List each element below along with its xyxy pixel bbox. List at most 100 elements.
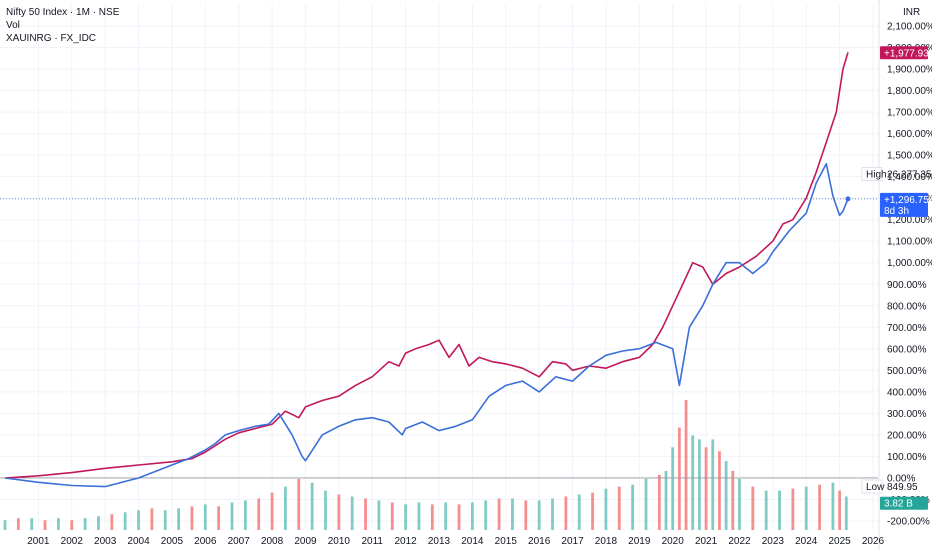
x-tick-label: 2001 — [27, 536, 50, 547]
volume-bar — [417, 502, 421, 530]
x-tick-label: 2009 — [294, 536, 317, 547]
low-marker: Low 849.95 — [861, 479, 918, 494]
y-tick-label: 200.00% — [887, 430, 927, 441]
volume-bar — [16, 518, 20, 530]
x-tick-label: 2017 — [561, 536, 584, 547]
y-tick-label: 1,400.00% — [887, 172, 932, 183]
grid-lines — [0, 4, 878, 530]
volume-bar — [243, 500, 247, 530]
volume-bar — [484, 500, 488, 530]
nifty-last-tag: +1,296.75%8d 3h — [880, 192, 932, 217]
gold-last-tag: +1,977.93% — [880, 46, 932, 60]
volume-bar — [57, 518, 60, 530]
x-tick-label: 2008 — [261, 536, 284, 547]
legend-compare[interactable]: XAUINRG · FX_IDC — [6, 33, 97, 44]
gold-series-line — [4, 52, 849, 479]
currency-label[interactable]: INR — [903, 7, 920, 18]
y-tick-label: 1,700.00% — [887, 108, 932, 119]
volume-bar — [3, 520, 7, 530]
x-tick-label: 2022 — [728, 536, 751, 547]
volume-bar — [337, 494, 341, 530]
volume-bar — [470, 502, 474, 530]
volume-bar — [284, 486, 287, 530]
x-tick-label: 2013 — [428, 536, 451, 547]
nifty-last-tag-bg — [880, 192, 928, 217]
legend-vol[interactable]: Vol — [6, 20, 20, 31]
volume-bar — [677, 427, 681, 530]
y-tick-label: 600.00% — [887, 344, 927, 355]
y-tick-label: 900.00% — [887, 280, 927, 291]
y-tick-label: 1,600.00% — [887, 129, 932, 140]
volume-bar — [444, 502, 448, 530]
volume-bar — [704, 447, 708, 530]
volume-bar — [631, 484, 635, 530]
x-tick-label: 2025 — [828, 536, 851, 547]
volume-bar — [718, 451, 721, 530]
volume-bar — [217, 506, 221, 530]
volume-bar — [110, 514, 114, 530]
legend-title[interactable]: Nifty 50 Index · 1M · NSE — [6, 7, 120, 18]
volume-bar — [150, 508, 154, 530]
y-tick-label: 2,100.00% — [887, 22, 932, 33]
x-tick-label: 2010 — [328, 536, 351, 547]
volume-bar — [657, 474, 661, 530]
x-tick-label: 2019 — [628, 536, 651, 547]
volume-bar — [270, 492, 274, 530]
volume-bar — [511, 498, 514, 530]
high-marker-value: 26,277.35 — [887, 170, 932, 181]
volume-bar — [684, 400, 688, 530]
nifty-last-point — [845, 196, 851, 202]
volume-bar — [831, 482, 835, 530]
volume-bar — [698, 439, 701, 530]
volume-bar — [497, 498, 501, 530]
x-tick-label: 2007 — [228, 536, 251, 547]
volume-bar — [324, 490, 327, 530]
volume-bar — [731, 470, 735, 530]
legend: Nifty 50 Index · 1M · NSE Vol XAUINRG · … — [6, 6, 119, 45]
y-tick-label: 100.00% — [887, 452, 927, 463]
x-tick-label: 2026 — [862, 536, 885, 547]
time-axis[interactable]: 2001 2002 2003 2004 2005 2006 2007 2008 2009 2010… — [27, 536, 884, 547]
price-axis[interactable]: 2,100.00%2,000.00%1,900.00%1,800.00%1,70… — [887, 22, 932, 528]
x-tick-label: 2015 — [495, 536, 518, 547]
volume-bar — [838, 490, 842, 530]
low-marker-label-bg — [861, 479, 883, 494]
x-tick-label: 2012 — [394, 536, 417, 547]
volume-bar — [390, 502, 394, 530]
x-tick-label: 2002 — [61, 536, 84, 547]
y-tick-label: 1,100.00% — [887, 237, 932, 248]
x-tick-label: 2006 — [194, 536, 217, 547]
volume-bar — [551, 498, 554, 530]
high-marker-label: High — [866, 170, 887, 181]
volume-bar — [591, 492, 594, 530]
x-tick-label: 2021 — [695, 536, 718, 547]
volume-bar — [751, 486, 755, 530]
volume-bars — [3, 400, 848, 530]
x-tick-label: 2003 — [94, 536, 117, 547]
volume-bar — [257, 498, 261, 530]
y-tick-label: 1,800.00% — [887, 86, 932, 97]
volume-bar — [190, 506, 194, 530]
volume-bar — [83, 518, 87, 530]
volume-bar — [577, 494, 581, 530]
volume-last-tag: 3.82 B — [880, 496, 928, 510]
x-tick-label: 2005 — [161, 536, 184, 547]
volume-bar — [738, 478, 741, 530]
nifty-last-tag-text: 8d 3h — [884, 206, 909, 217]
y-tick-label: -200.00% — [887, 517, 930, 528]
volume-bar — [203, 504, 207, 530]
volume-bar — [664, 470, 668, 530]
y-tick-label: 700.00% — [887, 323, 927, 334]
x-tick-label: 2014 — [461, 536, 484, 547]
high-marker: High 26,277.35 — [861, 167, 932, 181]
volume-bar — [691, 435, 695, 530]
y-tick-label: 300.00% — [887, 409, 927, 420]
volume-bar — [711, 439, 715, 530]
volume-bar — [30, 518, 34, 530]
volume-bar — [564, 496, 568, 530]
volume-bar — [404, 504, 408, 530]
volume-bar — [177, 508, 180, 530]
x-tick-label: 2020 — [662, 536, 685, 547]
volume-bar — [350, 496, 354, 530]
